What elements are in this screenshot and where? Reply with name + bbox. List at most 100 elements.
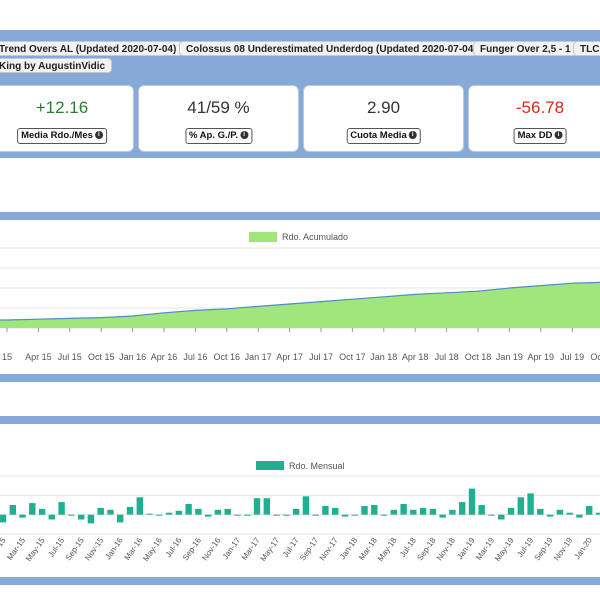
bar [195, 508, 202, 515]
bar [292, 508, 300, 515]
stat-card-win-loss: 41/59 % % Ap. G./P. i [138, 85, 299, 152]
info-icon: i [240, 131, 249, 140]
bar [312, 514, 319, 516]
bar [371, 505, 378, 515]
legend-label: Rdo. Acumulado [282, 232, 348, 242]
bar [156, 514, 163, 516]
x-tick-label: Jan 17 [245, 352, 272, 362]
bar [273, 514, 280, 516]
x-tick-label: Sep-16 [181, 536, 203, 563]
bar [244, 514, 251, 516]
x-tick-label: Nov-18 [435, 536, 457, 563]
x-tick-label: Apr 15 [25, 352, 52, 362]
bar [527, 493, 534, 515]
area-series-line [0, 281, 600, 321]
x-tick-label: May-15 [24, 536, 47, 563]
bar [175, 510, 183, 515]
legend-label: Rdo. Mensual [289, 461, 345, 471]
info-icon: i [408, 131, 417, 140]
strategy-tag-label: Trend Overs AL (Updated 2020-07-04) [0, 44, 177, 55]
strategy-tag-king[interactable]: King by AugustinVidic [0, 58, 113, 73]
x-tick-label: Oct 16 [214, 352, 241, 362]
bar [97, 507, 104, 515]
x-tick-label: Jul 16 [183, 352, 207, 362]
x-tick-label: Apr 17 [276, 352, 303, 362]
bar [107, 509, 114, 515]
bar [449, 509, 456, 515]
x-tick-label: Sep-18 [415, 536, 437, 563]
info-icon: i [94, 131, 103, 140]
bar [380, 514, 388, 516]
bar [117, 514, 124, 523]
x-tick-label: Jul 17 [309, 352, 333, 362]
stat-value: 2.90 [366, 98, 401, 117]
bar [322, 506, 329, 515]
stat-card-avg-monthly-result: +12.16 Media Rdo./Mes i [0, 85, 134, 152]
bar [68, 514, 75, 516]
bar [498, 514, 505, 520]
chart-band-bottom [0, 374, 600, 382]
bar [48, 514, 55, 520]
x-tick-label: Apr 19 [528, 352, 555, 362]
bar [341, 514, 349, 517]
x-tick-label: Apr 16 [151, 352, 178, 362]
bar [234, 514, 241, 516]
chart-band-top [0, 212, 600, 220]
stat-label-button[interactable]: Max DD i [513, 128, 567, 144]
x-tick-label: Jul 15 [58, 352, 82, 362]
x-tick-label: Jul 19 [560, 352, 584, 362]
bar [556, 509, 564, 515]
x-tick-label: Jan 18 [370, 352, 397, 362]
x-tick-label: Apr 18 [402, 352, 429, 362]
strategy-tag-colossus[interactable]: Colossus 08 Underestimated Underdog (Upd… [179, 41, 484, 56]
strategy-tag-label: Funger Over 2,5 - 1 [480, 44, 571, 55]
strategy-tag-label: TLC [580, 44, 600, 55]
bar [302, 496, 310, 515]
x-tick-label: May-18 [376, 536, 399, 563]
info-icon: i [554, 131, 563, 140]
x-tick-label: May-19 [493, 536, 516, 563]
stat-value: 41/59 % [187, 98, 250, 117]
stat-label-button[interactable]: Cuota Media i [346, 128, 421, 144]
bar [0, 514, 7, 523]
bar [58, 502, 65, 515]
x-tick-label: Jan-20 [572, 536, 594, 562]
strategy-tag-funger[interactable]: Funger Over 2,5 - 1 [473, 41, 578, 56]
x-tick-label: May-17 [259, 536, 282, 563]
bar [468, 488, 476, 515]
bar [361, 506, 368, 515]
stat-label-button[interactable]: Media Rdo./Mes i [17, 128, 107, 144]
bar [29, 503, 36, 515]
bar [214, 509, 222, 515]
bar [419, 507, 427, 515]
stat-label-button[interactable]: % Ap. G./P. i [184, 128, 253, 144]
legend-swatch [249, 232, 277, 242]
bar [38, 508, 46, 515]
bar [400, 504, 407, 515]
bar [546, 514, 554, 517]
bar [351, 514, 358, 516]
bar [19, 514, 26, 518]
bar [459, 502, 466, 515]
x-tick-label: Nov-19 [552, 536, 574, 563]
bar [136, 497, 143, 515]
stat-value: -56.78 [515, 98, 565, 117]
strategy-tag-tlc[interactable]: TLC [573, 41, 600, 56]
area-series [0, 281, 600, 328]
bar [185, 504, 192, 515]
bar [9, 505, 16, 515]
x-tick-label: Jul 18 [435, 352, 459, 362]
x-tick-label: Jan 19 [496, 352, 523, 362]
area-legend[interactable]: Rdo. Acumulado [249, 232, 348, 242]
bar-legend[interactable]: Rdo. Mensual [256, 461, 345, 471]
bar [566, 512, 573, 515]
cumulative-result-chart: Rdo. Acumulado 15 Apr 15 Jul 15 Oct 15 Jan 1… [0, 232, 600, 362]
strategy-tag-trend-overs[interactable]: Trend Overs AL (Updated 2020-07-04) [0, 41, 184, 56]
legend-swatch [256, 461, 284, 470]
bar [429, 508, 437, 515]
chart-band-bottom-monthly [0, 577, 600, 585]
stat-card-max-drawdown: -56.78 Max DD i [468, 85, 600, 152]
bar [283, 514, 290, 516]
bar [146, 513, 153, 515]
